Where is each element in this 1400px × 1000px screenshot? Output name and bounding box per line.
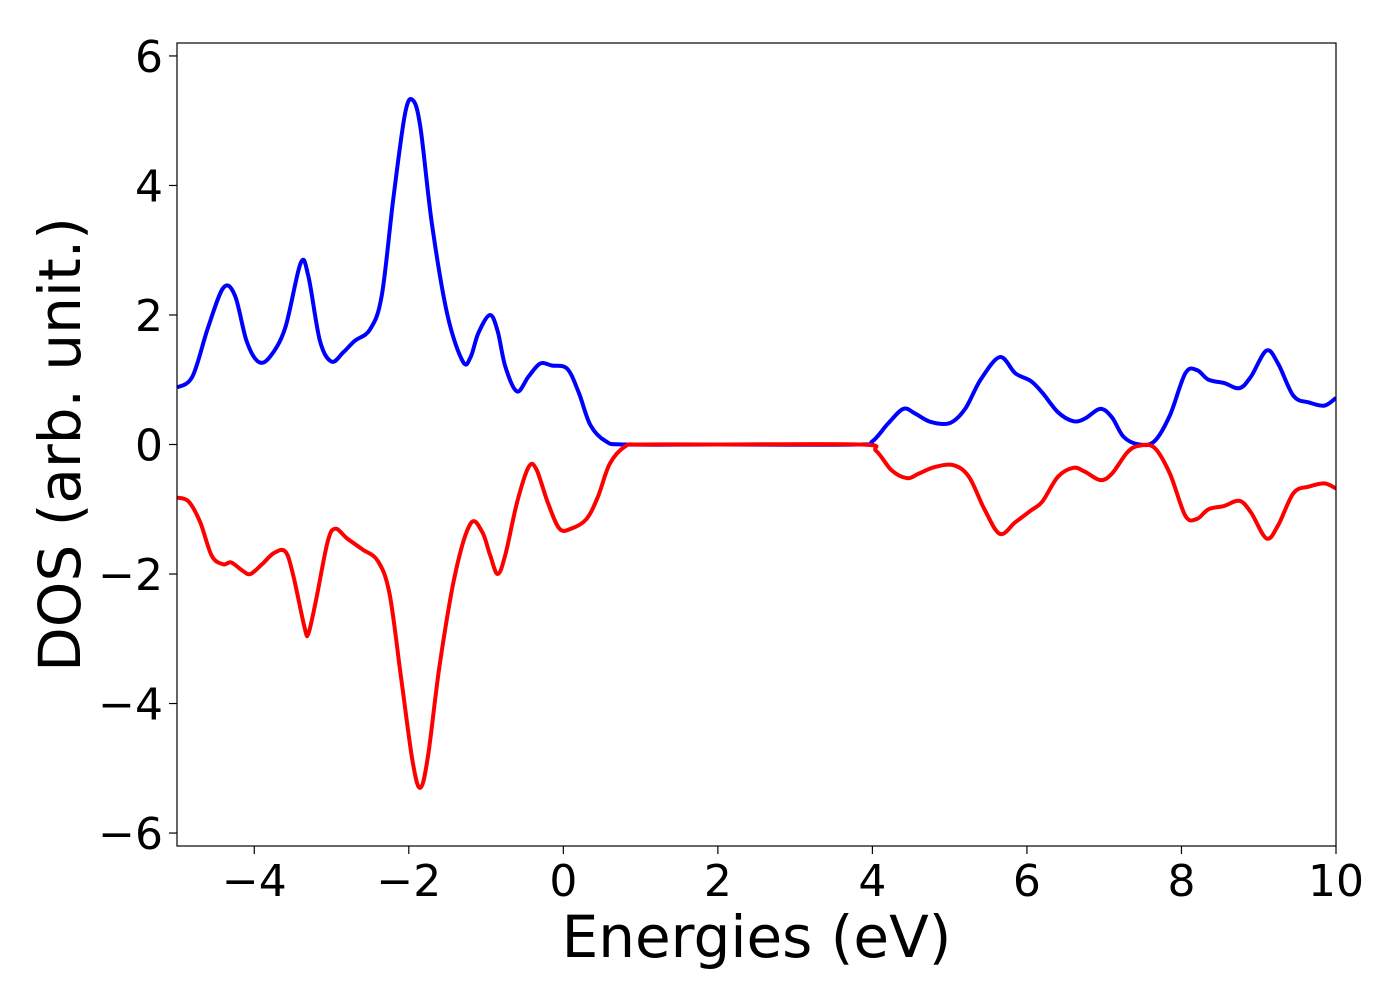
x-tick-label: 10 xyxy=(1308,856,1364,907)
y-tick-label: −4 xyxy=(98,680,163,731)
x-tick-label: 2 xyxy=(704,856,732,907)
series-layer xyxy=(177,97,1336,790)
x-tick-label: 0 xyxy=(549,856,577,907)
y-axis: −6 −4 −2 0 2 4 6 xyxy=(98,32,177,860)
x-tick-label: −2 xyxy=(376,856,441,907)
x-axis-label: Energies (eV) xyxy=(562,903,952,971)
x-axis: −4 −2 0 2 4 6 8 10 xyxy=(222,846,1364,907)
x-tick-label: −4 xyxy=(222,856,287,907)
x-tick-label: 8 xyxy=(1167,856,1195,907)
y-tick-label: 2 xyxy=(135,291,163,342)
y-tick-label: 6 xyxy=(135,32,163,83)
x-tick-label: 4 xyxy=(858,856,886,907)
dos-series-down-line xyxy=(177,442,1336,790)
x-tick-label: 6 xyxy=(1013,856,1041,907)
dos-series-up-line xyxy=(177,97,1336,448)
y-tick-label: −2 xyxy=(98,550,163,601)
y-axis-label: DOS (arb. unit.) xyxy=(26,217,94,672)
y-tick-label: −6 xyxy=(98,809,163,860)
y-tick-label: 4 xyxy=(135,161,163,212)
y-tick-label: 0 xyxy=(135,421,163,472)
